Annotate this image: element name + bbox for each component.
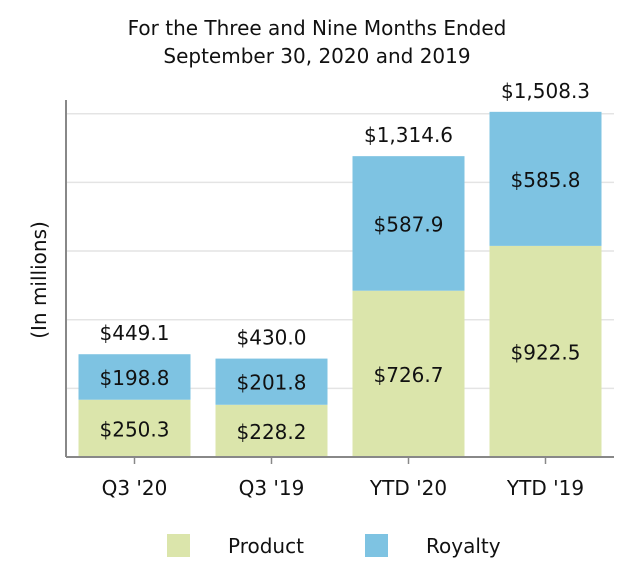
- total-label-2: $1,314.6: [364, 123, 453, 147]
- total-label-3: $1,508.3: [501, 79, 590, 103]
- x-tick-label-0: Q3 '20: [102, 476, 168, 500]
- axes: Q3 '20 Q3 '19 YTD '20 YTD '19: [65, 100, 614, 500]
- x-tick-label-1: Q3 '19: [239, 476, 305, 500]
- data-label-royalty-3: $585.8: [511, 168, 581, 192]
- data-label-product-3: $922.5: [511, 340, 581, 364]
- data-label-royalty-0: $198.8: [100, 366, 170, 390]
- bar-royalty-2: [352, 156, 465, 291]
- bar-royalty-3: [489, 111, 602, 246]
- chart-title-line-1: For the Three and Nine Months Ended: [128, 16, 507, 40]
- data-label-royalty-2: $587.9: [374, 212, 444, 236]
- data-label-product-1: $228.2: [237, 420, 307, 444]
- total-label-0: $449.1: [100, 321, 170, 345]
- bar-product-0: [78, 399, 191, 457]
- x-tick-label-3: YTD '19: [506, 476, 584, 500]
- legend-label-royalty: Royalty: [426, 534, 501, 558]
- chart-title-line-2: September 30, 2020 and 2019: [163, 44, 470, 68]
- y-axis-label: (In millions): [27, 221, 51, 339]
- total-label-1: $430.0: [237, 326, 307, 350]
- bar-product-2: [352, 290, 465, 457]
- bar-royalty-1: [215, 358, 328, 405]
- data-label-product-0: $250.3: [100, 417, 170, 441]
- legend: Product Royalty: [167, 534, 501, 558]
- data-label-royalty-1: $201.8: [237, 371, 307, 395]
- legend-swatch-product: [167, 534, 190, 557]
- bar-product-3: [489, 245, 602, 457]
- bar-royalty-0: [78, 354, 191, 400]
- legend-label-product: Product: [228, 534, 304, 558]
- data-label-product-2: $726.7: [374, 363, 444, 387]
- data-labels: $250.3 $198.8 $449.1 $228.2 $201.8 $430.0 $726…: [100, 79, 591, 444]
- bar-product-1: [215, 404, 328, 457]
- x-tick-label-2: YTD '20: [369, 476, 447, 500]
- legend-swatch-royalty: [365, 534, 388, 557]
- bars: [78, 111, 602, 457]
